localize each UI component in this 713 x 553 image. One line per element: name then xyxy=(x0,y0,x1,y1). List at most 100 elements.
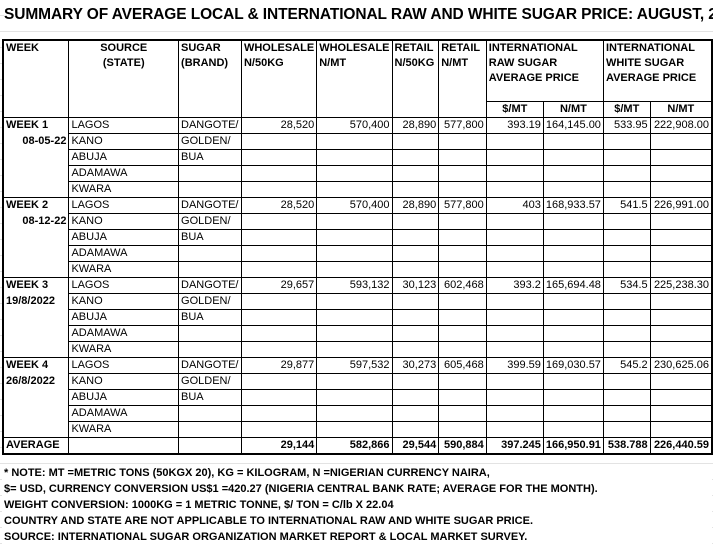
brand-cell[interactable] xyxy=(178,165,242,182)
header-intl-raw[interactable]: RAW SUGAR xyxy=(485,56,604,71)
value-cell[interactable] xyxy=(649,181,713,198)
week-cell[interactable] xyxy=(2,421,70,438)
header-retail-50kg[interactable] xyxy=(391,101,440,118)
average-value[interactable]: 582,866 xyxy=(316,437,393,454)
value-cell[interactable] xyxy=(438,181,487,198)
value-cell[interactable] xyxy=(485,149,544,166)
value-cell[interactable]: 399.59 xyxy=(485,357,544,374)
brand-cell[interactable]: GOLDEN/ xyxy=(178,133,242,150)
value-cell[interactable] xyxy=(391,261,440,278)
header-wholesale-50kg[interactable] xyxy=(240,101,318,118)
value-cell[interactable] xyxy=(438,325,487,342)
value-cell[interactable] xyxy=(485,405,544,422)
value-cell[interactable]: 28,890 xyxy=(391,117,440,134)
state-cell[interactable]: LAGOS xyxy=(68,277,180,294)
cell[interactable] xyxy=(68,437,180,454)
value-cell[interactable] xyxy=(438,293,487,310)
value-cell[interactable]: 593,132 xyxy=(316,277,393,294)
value-cell[interactable] xyxy=(438,421,487,438)
value-cell[interactable] xyxy=(240,405,318,422)
value-cell[interactable]: 28,520 xyxy=(240,197,318,214)
value-cell[interactable] xyxy=(485,325,544,342)
brand-cell[interactable]: DANGOTE/ xyxy=(178,357,242,374)
value-cell[interactable] xyxy=(391,213,440,230)
value-cell[interactable]: 570,400 xyxy=(316,197,393,214)
brand-cell[interactable] xyxy=(178,341,242,358)
value-cell[interactable] xyxy=(649,405,713,422)
header-subunit[interactable]: N/MT xyxy=(649,101,713,118)
value-cell[interactable]: 29,657 xyxy=(240,277,318,294)
value-cell[interactable] xyxy=(438,229,487,246)
value-cell[interactable] xyxy=(438,405,487,422)
week-cell[interactable]: 08-05-22 xyxy=(2,133,70,150)
value-cell[interactable] xyxy=(316,373,393,390)
value-cell[interactable] xyxy=(542,341,604,358)
value-cell[interactable] xyxy=(240,341,318,358)
week-cell[interactable]: WEEK 1 xyxy=(2,117,70,134)
state-cell[interactable]: ADAMAWA xyxy=(68,245,180,262)
value-cell[interactable] xyxy=(602,309,651,326)
value-cell[interactable] xyxy=(240,389,318,406)
value-cell[interactable] xyxy=(602,261,651,278)
value-cell[interactable] xyxy=(649,325,713,342)
average-value[interactable]: 538.788 xyxy=(602,437,651,454)
value-cell[interactable] xyxy=(438,389,487,406)
value-cell[interactable] xyxy=(391,325,440,342)
value-cell[interactable] xyxy=(485,389,544,406)
average-value[interactable]: 166,950.91 xyxy=(542,437,604,454)
value-cell[interactable]: 597,532 xyxy=(316,357,393,374)
value-cell[interactable] xyxy=(542,229,604,246)
header-intl-raw[interactable]: AVERAGE PRICE xyxy=(485,71,604,86)
brand-cell[interactable] xyxy=(178,181,242,198)
value-cell[interactable] xyxy=(391,421,440,438)
value-cell[interactable]: 533.95 xyxy=(602,117,651,134)
value-cell[interactable]: 393.2 xyxy=(485,277,544,294)
header-wholesale-50kg[interactable]: N/50KG xyxy=(240,56,318,71)
value-cell[interactable] xyxy=(485,293,544,310)
value-cell[interactable] xyxy=(438,213,487,230)
header-wholesale-mt[interactable] xyxy=(316,86,393,102)
value-cell[interactable] xyxy=(240,309,318,326)
header-source[interactable] xyxy=(68,86,180,102)
header-retail-mt[interactable] xyxy=(438,86,487,102)
value-cell[interactable] xyxy=(649,309,713,326)
value-cell[interactable] xyxy=(391,181,440,198)
value-cell[interactable] xyxy=(240,245,318,262)
header-wholesale-mt[interactable] xyxy=(316,71,393,86)
average-value[interactable]: 226,440.59 xyxy=(649,437,713,454)
value-cell[interactable]: 577,800 xyxy=(438,197,487,214)
value-cell[interactable] xyxy=(391,165,440,182)
value-cell[interactable] xyxy=(649,229,713,246)
header-retail-50kg[interactable] xyxy=(391,71,440,86)
value-cell[interactable] xyxy=(542,149,604,166)
state-cell[interactable]: KANO xyxy=(68,293,180,310)
value-cell[interactable] xyxy=(485,373,544,390)
brand-cell[interactable]: BUA xyxy=(178,389,242,406)
header-sugar[interactable] xyxy=(178,71,242,86)
value-cell[interactable] xyxy=(602,405,651,422)
header-subunit[interactable]: N/MT xyxy=(542,101,604,118)
week-cell[interactable] xyxy=(2,149,70,166)
value-cell[interactable] xyxy=(391,245,440,262)
value-cell[interactable] xyxy=(316,421,393,438)
header-intl-raw[interactable] xyxy=(485,86,604,102)
value-cell[interactable] xyxy=(485,245,544,262)
value-cell[interactable] xyxy=(316,245,393,262)
value-cell[interactable] xyxy=(316,325,393,342)
value-cell[interactable] xyxy=(316,309,393,326)
week-cell[interactable] xyxy=(2,165,70,182)
value-cell[interactable]: 225,238.30 xyxy=(649,277,713,294)
header-subunit[interactable]: $/MT xyxy=(602,101,651,118)
value-cell[interactable] xyxy=(240,373,318,390)
value-cell[interactable] xyxy=(649,245,713,262)
header-sugar[interactable] xyxy=(178,86,242,102)
value-cell[interactable] xyxy=(438,245,487,262)
brand-cell[interactable] xyxy=(178,245,242,262)
value-cell[interactable]: 168,933.57 xyxy=(542,197,604,214)
value-cell[interactable] xyxy=(316,389,393,406)
value-cell[interactable] xyxy=(542,181,604,198)
state-cell[interactable]: LAGOS xyxy=(68,197,180,214)
value-cell[interactable] xyxy=(485,421,544,438)
value-cell[interactable]: 28,520 xyxy=(240,117,318,134)
value-cell[interactable]: 169,030.57 xyxy=(542,357,604,374)
